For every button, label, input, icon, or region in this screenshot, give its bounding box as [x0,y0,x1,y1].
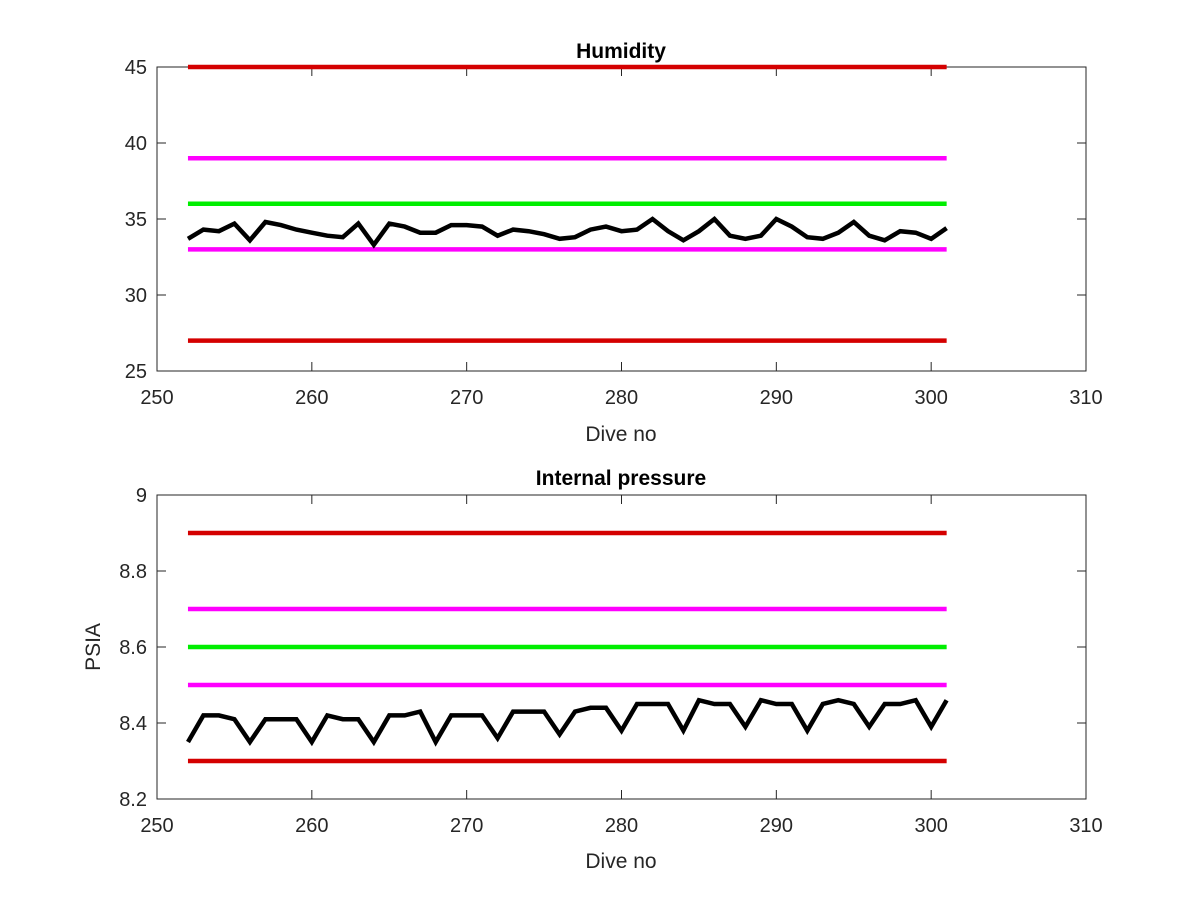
pressure-y-tick-label: 8.6 [119,637,147,659]
pressure-threshold-lines [187,530,947,764]
pressure-chart-title: Internal pressure [536,467,706,490]
humidity-series [186,215,948,249]
pressure-data-line [186,697,949,747]
humidity-chart-title: Humidity [576,40,666,63]
humidity-tick-labels: 250 260 270 280 290 300 310 25 30 35 40 45 [125,57,1103,409]
pressure-y-tick-label: 8.4 [119,713,147,735]
humidity-data-line [186,215,948,249]
humidity-y-tick-label: 25 [125,361,147,383]
pressure-x-tick-label: 300 [914,815,947,837]
pressure-y-tick-label: 9 [136,485,147,507]
pressure-ticks [156,494,1087,800]
pressure-series [186,697,949,747]
humidity-y-tick-label: 35 [125,209,147,231]
pressure-x-tick-label: 290 [760,815,793,837]
humidity-y-tick-label: 40 [125,133,147,155]
humidity-x-tick-label: 250 [140,387,173,409]
pressure-x-tick-label: 270 [450,815,483,837]
humidity-x-tick-label: 260 [295,387,328,409]
pressure-x-tick-label: 280 [605,815,638,837]
humidity-x-tick-label: 290 [760,387,793,409]
humidity-chart: 250 260 270 280 290 300 310 25 30 35 40 45 Humidity… [125,40,1103,446]
humidity-threshold-lines [187,64,947,343]
pressure-y-tick-label: 8.8 [119,561,147,583]
humidity-x-tick-label: 310 [1069,387,1102,409]
humidity-x-tick-label: 280 [605,387,638,409]
pressure-tick-labels: 250 260 270 280 290 300 310 8.2 8.4 8.6 8.8 9 [119,485,1103,837]
humidity-x-axis-label: Dive no [585,423,656,446]
pressure-y-tick-label: 8.2 [119,789,147,811]
humidity-y-tick-label: 45 [125,57,147,79]
pressure-x-tick-label: 260 [295,815,328,837]
internal-pressure-chart: 250 260 270 280 290 300 310 8.2 8.4 8.6 8.8 9 Inter… [82,467,1103,873]
humidity-x-tick-label: 270 [450,387,483,409]
pressure-x-tick-label: 250 [140,815,173,837]
humidity-x-tick-label: 300 [914,387,947,409]
pressure-y-axis-label: PSIA [82,623,105,671]
pressure-x-axis-label: Dive no [585,850,656,873]
humidity-y-tick-label: 30 [125,285,147,307]
pressure-x-tick-label: 310 [1069,815,1102,837]
